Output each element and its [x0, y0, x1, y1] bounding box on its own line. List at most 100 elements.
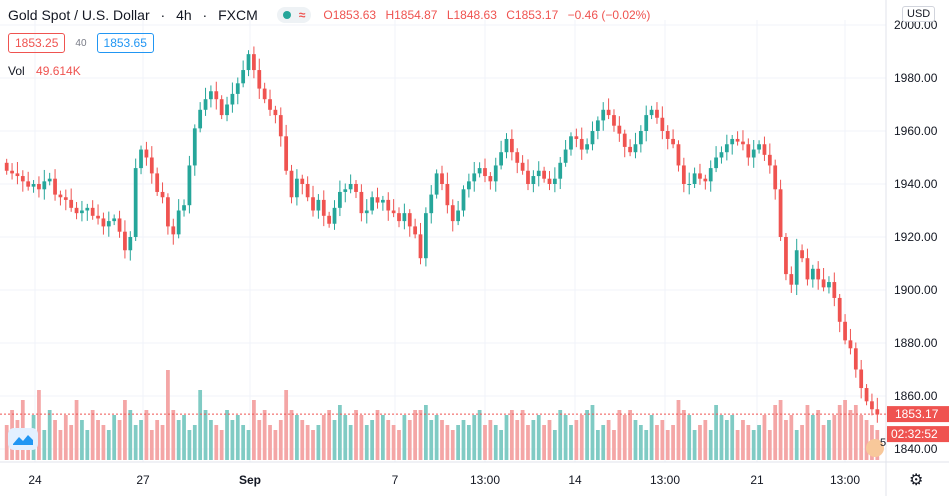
candle-body: [692, 173, 697, 184]
time-tick-label: 14: [568, 473, 582, 487]
candle-body: [418, 234, 423, 259]
candle-body: [536, 170, 541, 177]
volume-bar: [219, 430, 224, 460]
candle-body: [590, 131, 595, 145]
candle-body: [665, 131, 670, 139]
market-status-pill[interactable]: ≈: [276, 7, 312, 23]
gear-icon[interactable]: ⚙: [909, 472, 924, 489]
countdown-label: 02:32:52: [891, 427, 938, 441]
volume-bar: [423, 405, 428, 460]
candle-body: [671, 138, 675, 145]
candle-body: [273, 109, 278, 116]
candle-body: [354, 184, 358, 192]
candle-body: [681, 165, 686, 184]
candle-body: [117, 218, 122, 232]
candle-body: [26, 181, 31, 187]
candle-body: [381, 199, 385, 203]
candle-body: [853, 348, 858, 370]
volume-bar: [633, 420, 638, 460]
volume-bar: [590, 405, 595, 460]
volume-bar: [284, 390, 289, 460]
volume-bar: [252, 400, 256, 460]
candle-body: [101, 218, 106, 227]
candle-body: [295, 178, 299, 198]
volume-bar: [375, 410, 380, 460]
volume-bar: [305, 425, 310, 460]
candle-body: [515, 152, 520, 163]
candle-body: [90, 207, 95, 216]
volume-bar: [246, 430, 251, 460]
currency-button[interactable]: USD: [902, 6, 936, 22]
volume-bar: [187, 430, 192, 460]
candle-body: [542, 170, 546, 179]
candle-body: [612, 115, 616, 126]
price-tick-label: 1860.00: [894, 389, 938, 403]
candle-body: [676, 144, 681, 166]
symbol-separator: ·: [202, 7, 208, 23]
candle-body: [714, 157, 718, 169]
candle-body: [257, 70, 262, 89]
candle-body: [192, 128, 197, 166]
candle-body: [37, 184, 41, 190]
time-tick-label: 24: [28, 473, 42, 487]
candle-body: [757, 144, 761, 150]
candle-body: [649, 109, 654, 116]
price-markers: 1853.17 02:32:52 5: [0, 406, 949, 457]
candle-body: [198, 109, 203, 129]
volume-bar: [53, 420, 57, 460]
volume-bar: [128, 410, 133, 460]
volume-bar: [300, 420, 305, 460]
low-value: L1848.63: [446, 8, 497, 22]
candle-body: [235, 83, 240, 94]
volume-bar: [622, 415, 627, 460]
candle-body: [526, 170, 530, 184]
volume-bar: [289, 410, 294, 460]
volume-bar: [864, 420, 869, 460]
volume-label: Vol: [8, 64, 25, 78]
candle-body: [214, 91, 219, 100]
status-dot-icon: [282, 11, 291, 19]
candle-body: [149, 157, 154, 174]
candle-body: [413, 226, 418, 235]
candle-body: [144, 149, 149, 158]
volume-bar: [461, 420, 466, 460]
price-tick-label: 1920.00: [894, 230, 938, 244]
price-axis: 2000.001980.001960.001940.001920.001900.…: [894, 18, 938, 456]
candle-body: [504, 138, 509, 153]
candle-body: [246, 54, 251, 71]
volume-bar: [472, 415, 477, 460]
candle-body: [832, 282, 837, 298]
volume-bar: [450, 430, 455, 460]
candle-body: [139, 149, 143, 169]
candle-body: [563, 149, 568, 163]
candle-body: [187, 165, 192, 206]
volume-bar: [724, 420, 729, 460]
candle-body: [762, 144, 767, 155]
volume-bar: [101, 425, 106, 460]
volume-bar: [90, 410, 95, 460]
bid-button[interactable]: 1853.25: [8, 33, 66, 53]
volume-bar: [214, 425, 219, 460]
symbol-name[interactable]: Gold Spot / U.S. Dollar: [8, 7, 150, 23]
close-value: C1853.17: [506, 8, 559, 22]
volume-bar: [509, 410, 514, 460]
volume-bar: [106, 430, 111, 460]
volume-bar: [660, 420, 665, 460]
candle-body: [171, 226, 176, 235]
candle-body: [10, 170, 14, 174]
candle-body: [595, 120, 600, 131]
interval-label[interactable]: 4h: [176, 7, 192, 23]
candle-body: [751, 149, 756, 158]
candle-body: [15, 173, 20, 177]
candle-body: [316, 199, 321, 211]
volume-bars: [4, 370, 880, 460]
candle-body: [520, 162, 525, 171]
volume-bar: [123, 400, 127, 460]
candle-body: [848, 340, 853, 349]
candle-body: [397, 213, 401, 222]
volume-bar: [321, 415, 326, 460]
tradingview-logo-icon[interactable]: [8, 428, 38, 450]
ask-button[interactable]: 1853.65: [96, 33, 154, 53]
volume-bar: [708, 430, 713, 460]
